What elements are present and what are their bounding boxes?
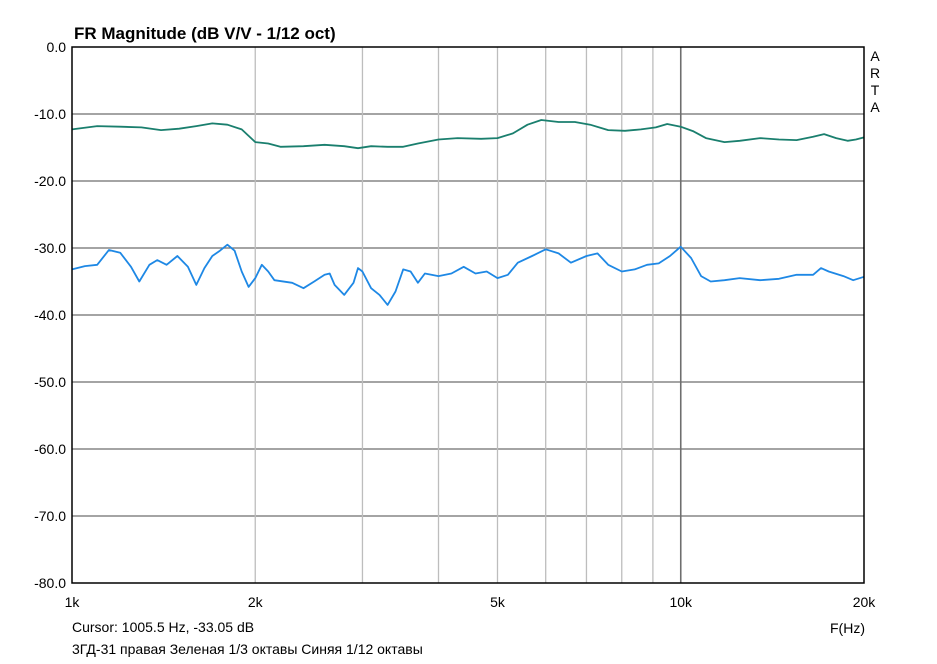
y-tick-label: -70.0 xyxy=(34,508,66,524)
y-tick-label: 0.0 xyxy=(47,39,67,55)
arta-letter: R xyxy=(870,65,880,81)
y-tick-label: -60.0 xyxy=(34,441,66,457)
cursor-readout: Cursor: 1005.5 Hz, -33.05 dB xyxy=(72,619,255,635)
grid xyxy=(72,47,864,583)
arta-letter: A xyxy=(870,48,880,64)
y-tick-labels: 0.0 -10.0 -20.0 -30.0 -40.0 -50.0 -60.0 -70.0 -8… xyxy=(34,39,66,591)
x-tick-label: 5k xyxy=(490,594,506,610)
chart-title: FR Magnitude (dB V/V - 1/12 oct) xyxy=(74,24,336,43)
x-axis-label: F(Hz) xyxy=(830,620,865,636)
x-tick-label: 1k xyxy=(65,594,81,610)
y-tick-label: -50.0 xyxy=(34,374,66,390)
plot-frame xyxy=(71,46,865,584)
arta-letter: T xyxy=(871,82,880,98)
y-tick-label: -10.0 xyxy=(34,106,66,122)
y-tick-label: -30.0 xyxy=(34,240,66,256)
y-tick-label: -20.0 xyxy=(34,173,66,189)
x-tick-label: 20k xyxy=(853,594,877,610)
x-tick-labels: 1k 2k 5k 10k 20k xyxy=(65,594,877,610)
y-tick-label: -80.0 xyxy=(34,575,66,591)
series-line-1 xyxy=(71,119,865,150)
x-tick-label: 10k xyxy=(669,594,693,610)
arta-letter: A xyxy=(870,99,880,115)
series-layer xyxy=(71,119,865,306)
caption: 3ГД-31 правая Зеленая 1/3 октавы Синяя 1… xyxy=(72,641,423,657)
y-tick-label: -40.0 xyxy=(34,307,66,323)
series-line-2 xyxy=(71,243,865,306)
x-tick-label: 2k xyxy=(248,594,264,610)
